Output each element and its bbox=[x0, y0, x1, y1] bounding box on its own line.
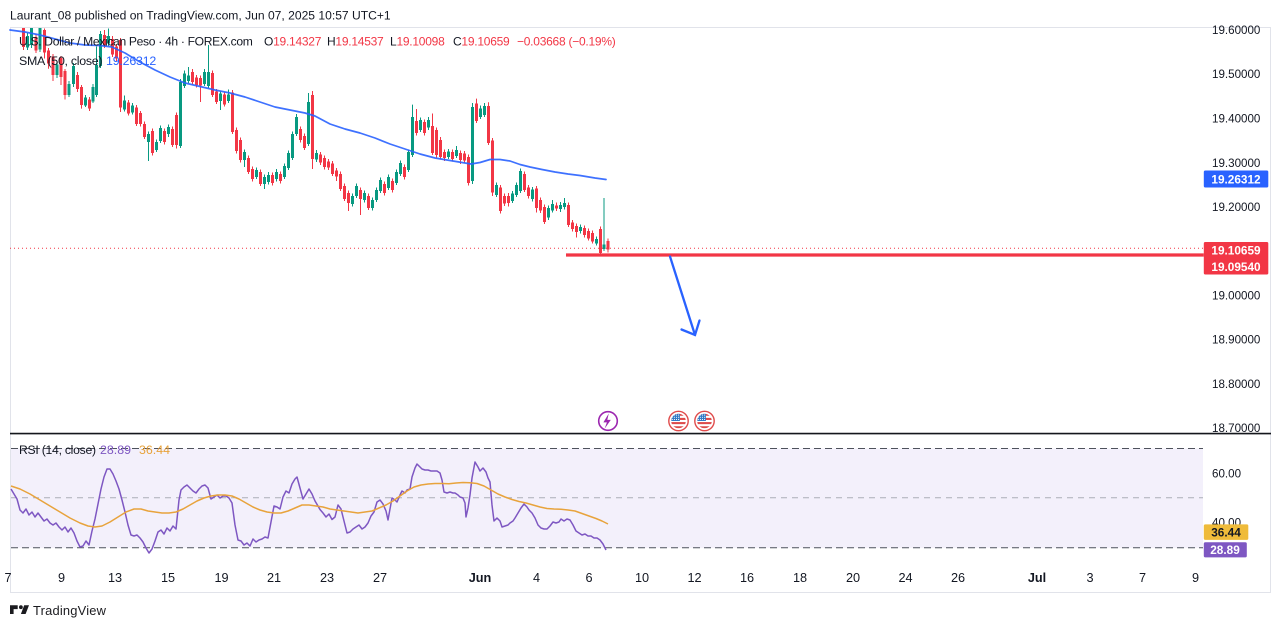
svg-text:10: 10 bbox=[635, 571, 649, 585]
svg-text:19.40000: 19.40000 bbox=[1212, 113, 1260, 126]
svg-text:19.09540: 19.09540 bbox=[1211, 260, 1261, 274]
svg-text:Jun: Jun bbox=[469, 571, 492, 585]
svg-text:U.S. Dollar / Mexican Peso · 4: U.S. Dollar / Mexican Peso · 4h · FOREX.… bbox=[19, 35, 253, 49]
svg-text:13: 13 bbox=[108, 571, 122, 585]
svg-text:9: 9 bbox=[1192, 571, 1199, 585]
svg-text:19.26312: 19.26312 bbox=[106, 54, 156, 68]
svg-text:19.26312: 19.26312 bbox=[1211, 172, 1261, 186]
svg-text:16: 16 bbox=[740, 571, 754, 585]
svg-text:19.20000: 19.20000 bbox=[1212, 201, 1260, 214]
svg-text:Laurant_08 published on Tradin: Laurant_08 published on TradingView.com,… bbox=[10, 9, 391, 23]
svg-text:23: 23 bbox=[320, 571, 334, 585]
svg-text:19.10659: 19.10659 bbox=[1211, 244, 1261, 258]
svg-text:18.80000: 18.80000 bbox=[1212, 378, 1260, 391]
svg-text:RSI (14, close): RSI (14, close) bbox=[19, 443, 96, 457]
svg-text:18.90000: 18.90000 bbox=[1212, 334, 1260, 347]
svg-text:15: 15 bbox=[161, 571, 175, 585]
svg-text:3: 3 bbox=[1086, 571, 1093, 585]
svg-text:26: 26 bbox=[951, 571, 965, 585]
svg-text:19.60000: 19.60000 bbox=[1212, 24, 1260, 37]
svg-text:36.44: 36.44 bbox=[1211, 525, 1241, 539]
svg-text:28.89: 28.89 bbox=[1210, 543, 1240, 557]
svg-text:7: 7 bbox=[1139, 571, 1146, 585]
svg-text:36.44: 36.44 bbox=[139, 443, 170, 457]
svg-text:Jul: Jul bbox=[1028, 571, 1046, 585]
svg-text:SMA (50, close): SMA (50, close) bbox=[19, 54, 102, 68]
svg-text:TradingView: TradingView bbox=[33, 603, 107, 618]
svg-text:4: 4 bbox=[533, 571, 540, 585]
svg-text:21: 21 bbox=[267, 571, 281, 585]
svg-text:18.70000: 18.70000 bbox=[1212, 422, 1260, 435]
svg-text:19: 19 bbox=[214, 571, 228, 585]
svg-text:18: 18 bbox=[793, 571, 807, 585]
svg-text:20: 20 bbox=[846, 571, 860, 585]
svg-text:12: 12 bbox=[687, 571, 701, 585]
svg-text:27: 27 bbox=[373, 571, 387, 585]
svg-text:6: 6 bbox=[585, 571, 592, 585]
svg-text:19.00000: 19.00000 bbox=[1212, 290, 1260, 303]
svg-text:7: 7 bbox=[4, 571, 11, 585]
svg-text:28.89: 28.89 bbox=[100, 443, 131, 457]
svg-text:60.00: 60.00 bbox=[1212, 467, 1241, 480]
svg-text:24: 24 bbox=[898, 571, 912, 585]
svg-text:19.50000: 19.50000 bbox=[1212, 68, 1260, 81]
svg-text:9: 9 bbox=[58, 571, 65, 585]
svg-text:19.30000: 19.30000 bbox=[1212, 157, 1260, 170]
